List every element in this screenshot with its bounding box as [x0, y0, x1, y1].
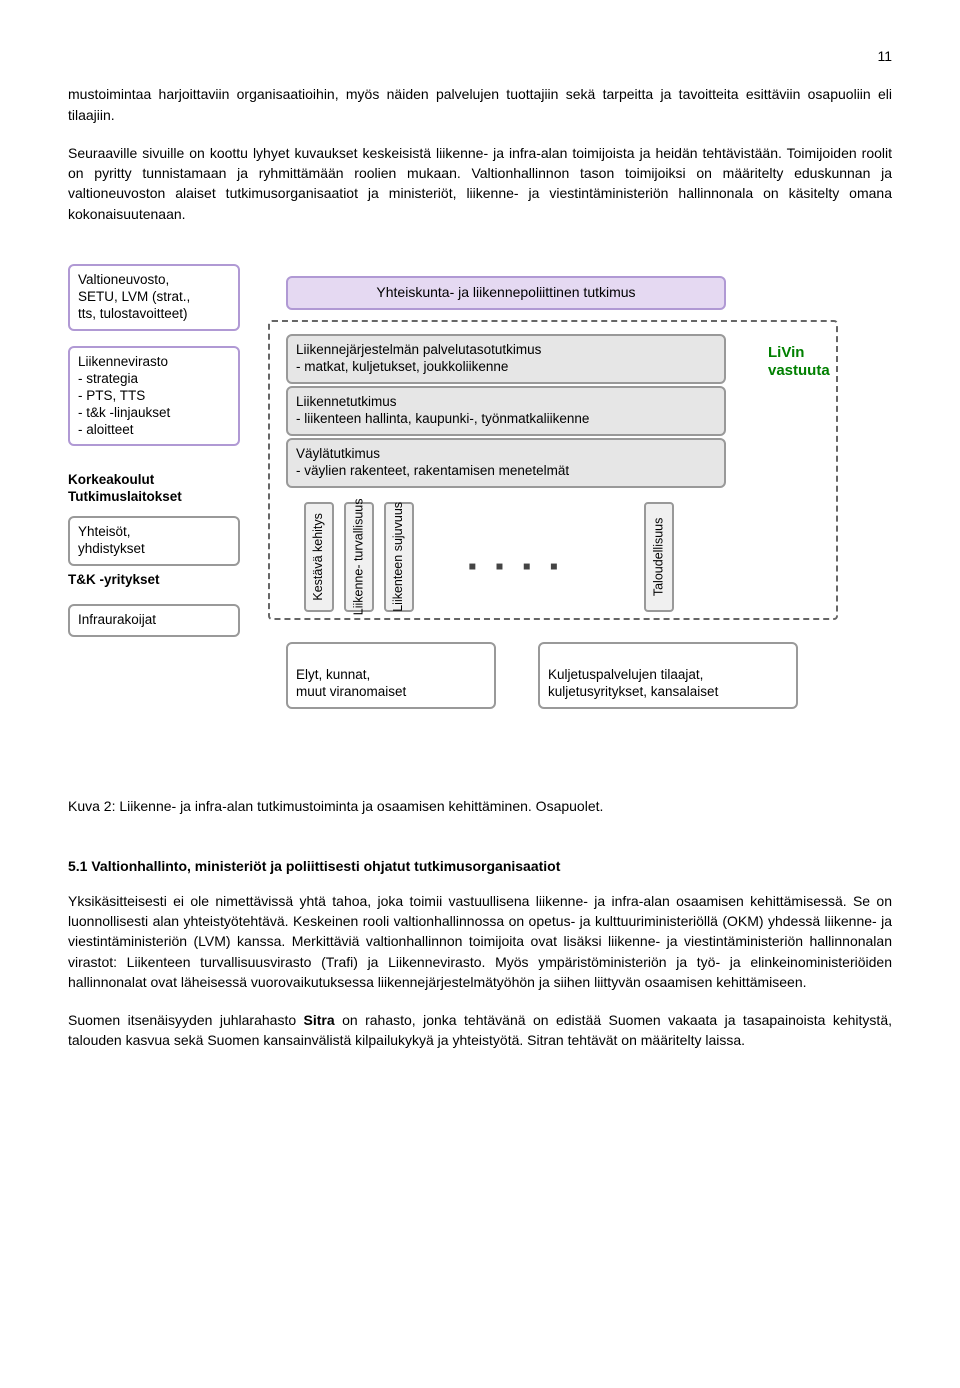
text: Suomen itsenäisyyden juhlarahasto: [68, 1012, 304, 1028]
box-valtioneuvosto: Valtioneuvosto, SETU, LVM (strat., tts, …: [68, 264, 240, 331]
text: tts, tulostavoitteet): [78, 306, 188, 321]
text: - t&k -linjaukset: [78, 405, 170, 420]
box-infraurakoijat: Infraurakoijat: [68, 604, 240, 637]
page-number: 11: [68, 46, 892, 66]
text: - liikenteen hallinta, kaupunki-, työnma…: [296, 411, 589, 426]
label-korkeakoulut: Korkeakoulut Tutkimuslaitokset: [68, 472, 248, 506]
text: - strategia: [78, 371, 138, 386]
text: SETU, LVM (strat.,: [78, 289, 190, 304]
box-liikennetutkimus: Liikennetutkimus - liikenteen hallinta, …: [286, 386, 726, 436]
text: Yhteisöt,: [78, 524, 131, 539]
label-livi-vastuuta: LiVin vastuuta: [768, 344, 830, 380]
text-sitra: Sitra: [304, 1012, 335, 1028]
text: Liikennetutkimus: [296, 394, 397, 409]
box-yhteisot: Yhteisöt, yhdistykset: [68, 516, 240, 566]
label-tk-yritykset: T&K -yritykset: [68, 572, 240, 589]
text: Väylätutkimus: [296, 446, 380, 461]
box-vaylatutkimus: Väylätutkimus - väylien rakenteet, raken…: [286, 438, 726, 488]
text: Liikenne- turvallisuus: [352, 499, 366, 616]
text: T&K -yritykset: [68, 572, 160, 587]
vbox-kestava: Kestävä kehitys: [304, 502, 334, 612]
dots-ellipsis: ▪ ▪ ▪ ▪: [468, 550, 564, 585]
vbox-turvallisuus: Liikenne- turvallisuus: [344, 502, 374, 612]
paragraph-4: Suomen itsenäisyyden juhlarahasto Sitra …: [68, 1010, 892, 1051]
figure-2-diagram: Valtioneuvosto, SETU, LVM (strat., tts, …: [68, 264, 888, 774]
text: Tutkimuslaitokset: [68, 489, 182, 504]
text: - väylien rakenteet, rakentamisen menete…: [296, 463, 569, 478]
text: Liikenteen sujuvuus: [392, 502, 406, 612]
box-elyt: Elyt, kunnat, muut viranomaiset: [286, 642, 496, 709]
box-yhteiskunta-tutkimus: Yhteiskunta- ja liikennepoliittinen tutk…: [286, 276, 726, 310]
paragraph-1: mustoimintaa harjoittaviin organisaatioi…: [68, 84, 892, 125]
paragraph-3: Yksikäsitteisesti ei ole nimettävissä yh…: [68, 891, 892, 992]
figure-2-caption: Kuva 2: Liikenne- ja infra-alan tutkimus…: [68, 796, 892, 816]
vbox-taloudellisuus: Taloudellisuus: [644, 502, 674, 612]
text: LiVin: [768, 344, 804, 361]
box-liikennevirasto: Liikennevirasto - strategia - PTS, TTS -…: [68, 346, 240, 446]
text: - PTS, TTS: [78, 388, 145, 403]
text: Infraurakoijat: [78, 612, 156, 627]
text: - aloitteet: [78, 422, 134, 437]
text: Elyt, kunnat, muut viranomaiset: [296, 667, 406, 699]
box-palvelutaso: Liikennejärjestelmän palvelutasotutkimus…: [286, 334, 726, 384]
box-kuljetuspalvelut: Kuljetuspalvelujen tilaajat, kuljetusyri…: [538, 642, 798, 709]
text: Kestävä kehitys: [312, 513, 326, 601]
text: yhdistykset: [78, 541, 145, 556]
text: Taloudellisuus: [652, 518, 666, 597]
heading-5-1: 5.1 Valtionhallinto, ministeriöt ja poli…: [68, 856, 892, 876]
vbox-sujuvuus: Liikenteen sujuvuus: [384, 502, 414, 612]
text: Korkeakoulut: [68, 472, 154, 487]
text: Valtioneuvosto,: [78, 272, 169, 287]
text: - matkat, kuljetukset, joukkoliikenne: [296, 359, 508, 374]
text: Kuljetuspalvelujen tilaajat, kuljetusyri…: [548, 667, 718, 699]
text: Yhteiskunta- ja liikennepoliittinen tutk…: [376, 284, 635, 300]
text: vastuuta: [768, 362, 830, 379]
text: Liikennevirasto: [78, 354, 168, 369]
text: Liikennejärjestelmän palvelutasotutkimus: [296, 342, 541, 357]
paragraph-2: Seuraaville sivuille on koottu lyhyet ku…: [68, 143, 892, 224]
